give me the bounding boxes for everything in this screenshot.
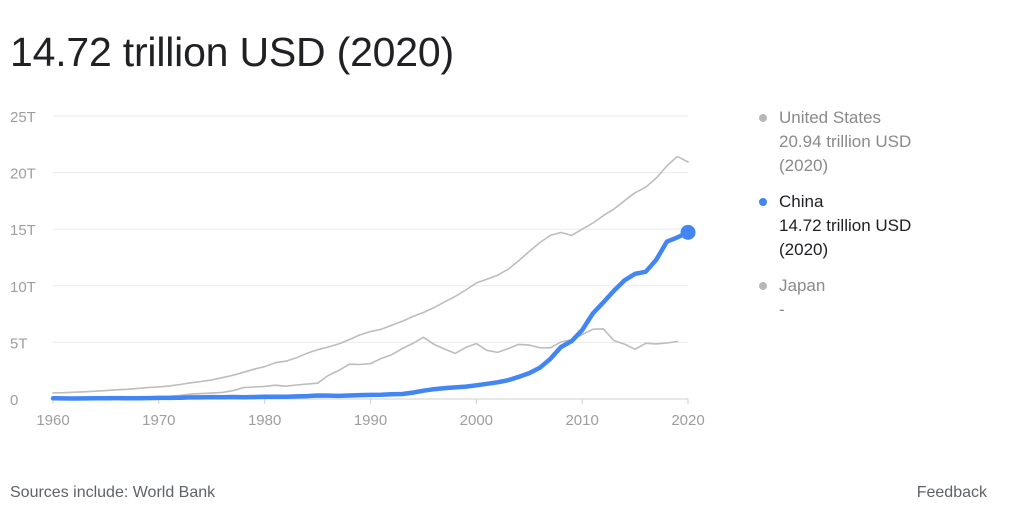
x-tick-label: 2000 [460, 412, 493, 429]
x-tick-label: 2020 [671, 412, 704, 429]
legend-dot-icon [759, 198, 767, 206]
feedback-link[interactable]: Feedback [916, 484, 987, 501]
y-tick-label: 10T [10, 279, 36, 296]
legend-item-united-states[interactable]: United States 20.94 trillion USD (2020) [759, 106, 1009, 178]
legend-name: China [779, 192, 824, 211]
x-tick-label: 1960 [36, 412, 69, 429]
headline-value: 14.72 trillion USD (2020) [10, 29, 454, 75]
x-tick-label: 1990 [354, 412, 387, 429]
legend-value: 14.72 trillion USD [779, 216, 912, 235]
sources-note: Sources include: World Bank [10, 484, 216, 501]
legend-dot-icon [759, 114, 767, 122]
series-line-china [50, 230, 691, 401]
x-tick-label: 1970 [142, 412, 175, 429]
legend-item-china[interactable]: China 14.72 trillion USD (2020) [759, 190, 1009, 262]
series-endpoint-china [680, 224, 696, 240]
legend-name: United States [779, 108, 882, 127]
gdp-line-chart: 0 5T 10T 15T 20T 25T 1960 1970 1980 1990 2000 2010 2… [10, 109, 705, 429]
legend-value: 20.94 trillion USD [779, 132, 912, 151]
legend-dot-icon [759, 282, 767, 290]
legend: United States 20.94 trillion USD (2020) … [759, 106, 1009, 334]
y-tick-label: 15T [10, 222, 36, 239]
legend-name: Japan [779, 276, 826, 295]
y-tick-label: 0 [10, 392, 18, 409]
legend-value: - [779, 300, 785, 319]
x-tick-label: 1980 [248, 412, 281, 429]
series-line-united-states [52, 155, 689, 394]
x-tick-label: 2010 [565, 412, 598, 429]
legend-year: (2020) [779, 240, 829, 259]
y-tick-label: 25T [10, 109, 36, 126]
y-tick-label: 20T [10, 166, 36, 183]
legend-year: (2020) [779, 156, 829, 175]
y-tick-label: 5T [10, 335, 28, 352]
legend-item-japan[interactable]: Japan - [759, 274, 1009, 322]
